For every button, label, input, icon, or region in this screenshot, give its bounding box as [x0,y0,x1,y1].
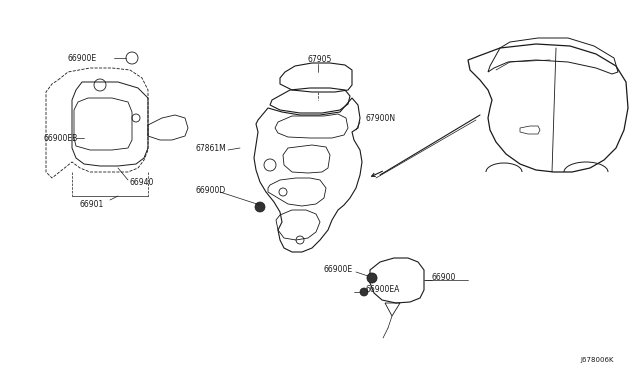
Text: 66940: 66940 [130,177,154,186]
Circle shape [360,288,368,296]
Text: J678006K: J678006K [580,357,614,363]
Text: 66900E: 66900E [68,54,97,62]
Text: 66900EA: 66900EA [366,285,401,295]
Text: 67905: 67905 [308,55,332,64]
Text: 67900N: 67900N [365,113,395,122]
Text: 67861M: 67861M [196,144,227,153]
Text: 66901: 66901 [80,199,104,208]
Text: 66900E: 66900E [324,266,353,275]
Text: 66900: 66900 [432,273,456,282]
Circle shape [367,273,377,283]
Text: 66900EB: 66900EB [44,134,78,142]
Circle shape [255,202,265,212]
Text: 66900D: 66900D [196,186,227,195]
